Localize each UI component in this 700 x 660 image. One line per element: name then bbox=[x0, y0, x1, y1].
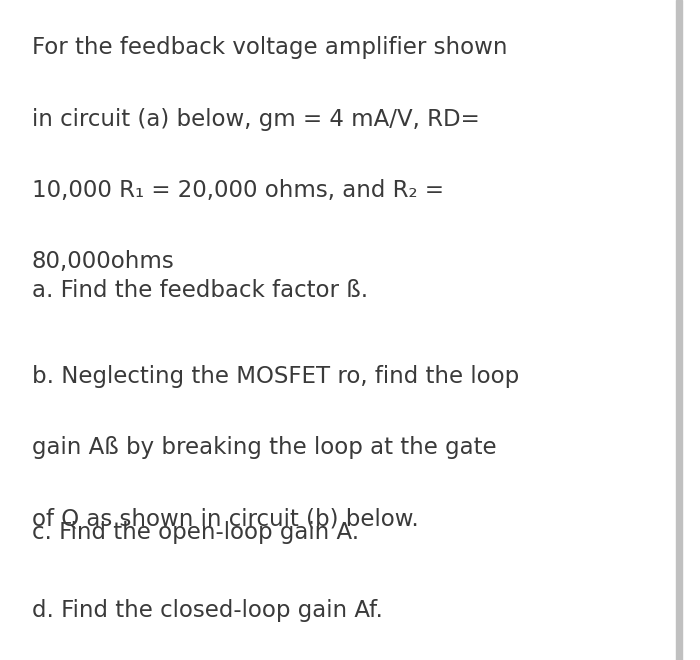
Text: 10,000 R₁ = 20,000 ohms, and R₂ =: 10,000 R₁ = 20,000 ohms, and R₂ = bbox=[32, 179, 444, 202]
Text: a. Find the feedback factor ß.: a. Find the feedback factor ß. bbox=[32, 279, 368, 302]
Text: of Q as shown in circuit (b) below.: of Q as shown in circuit (b) below. bbox=[32, 508, 419, 531]
Text: gain Aß by breaking the loop at the gate: gain Aß by breaking the loop at the gate bbox=[32, 436, 496, 459]
Text: c. Find the open-loop gain A.: c. Find the open-loop gain A. bbox=[32, 521, 358, 544]
Text: For the feedback voltage amplifier shown: For the feedback voltage amplifier shown bbox=[32, 36, 507, 59]
Text: in circuit (a) below, gm = 4 mA/V, RD=: in circuit (a) below, gm = 4 mA/V, RD= bbox=[32, 108, 480, 131]
Text: b. Neglecting the MOSFET ro, find the loop: b. Neglecting the MOSFET ro, find the lo… bbox=[32, 365, 519, 388]
Text: d. Find the closed-loop gain Af.: d. Find the closed-loop gain Af. bbox=[32, 599, 382, 622]
Bar bbox=[676, 0, 682, 660]
Text: 80,000ohms: 80,000ohms bbox=[32, 250, 174, 273]
